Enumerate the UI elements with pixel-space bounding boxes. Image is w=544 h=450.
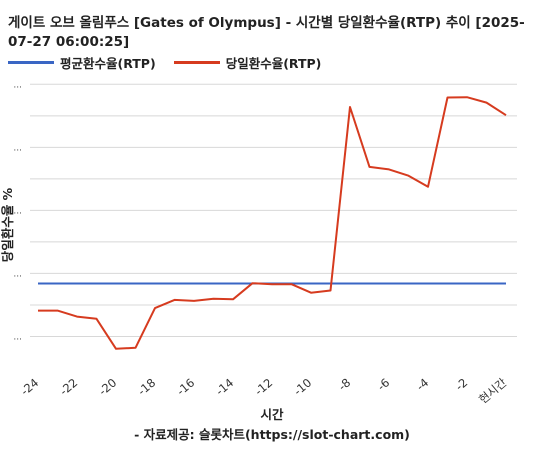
- legend-swatch-average: [8, 60, 54, 64]
- x-tick-label: -14: [213, 375, 236, 398]
- x-tick-label: -24: [18, 375, 41, 398]
- data-source-note: - 자료제공: 슬롯차트(https://slot-chart.com): [134, 427, 410, 442]
- chart-title: 게이트 오브 올림푸스 [Gates of Olympus] - 시간별 당일환…: [8, 15, 525, 50]
- x-tick-label: -10: [291, 375, 314, 398]
- x-tick-label: -20: [96, 375, 119, 398]
- y-tick-label: ...: [13, 80, 22, 90]
- x-tick-label: -2: [453, 375, 471, 393]
- legend-swatch-today: [173, 60, 220, 64]
- x-tick-label: -8: [336, 375, 354, 393]
- legend-label-average: 평균환수율(RTP): [60, 55, 156, 71]
- chart-legend: 평균환수율(RTP) 당일환수율(RTP): [8, 53, 339, 71]
- series-lines: [38, 96, 507, 350]
- y-tick-label: ...: [13, 143, 22, 153]
- x-tick-label: -18: [135, 375, 158, 398]
- y-tick-label: ...: [13, 269, 22, 279]
- x-axis-label: 시간: [260, 407, 284, 422]
- x-axis-ticks: -24 -22 -20 -18 -16 -14 -12 -10 -8 -6 -4 -2 현시간: [18, 375, 510, 406]
- y-tick-label: ...: [13, 332, 22, 342]
- x-tick-label: -12: [252, 375, 275, 398]
- y-axis-ticks: ...............: [13, 80, 22, 342]
- legend-item-today[interactable]: 당일환수율(RTP): [173, 53, 322, 72]
- legend-item-average[interactable]: 평균환수율(RTP): [8, 53, 156, 72]
- legend-label-today: 당일환수율(RTP): [225, 55, 322, 71]
- grid-lines: [30, 83, 517, 337]
- x-tick-label: -6: [375, 375, 393, 393]
- x-tick-label: -4: [414, 375, 432, 393]
- y-tick-label: ...: [13, 206, 22, 216]
- series-line-today: [38, 96, 507, 350]
- x-tick-label: 현시간: [476, 375, 510, 406]
- x-tick-label: -22: [57, 375, 80, 398]
- y-axis-label: 당일환수율 %: [0, 187, 15, 262]
- x-tick-label: -16: [174, 375, 197, 398]
